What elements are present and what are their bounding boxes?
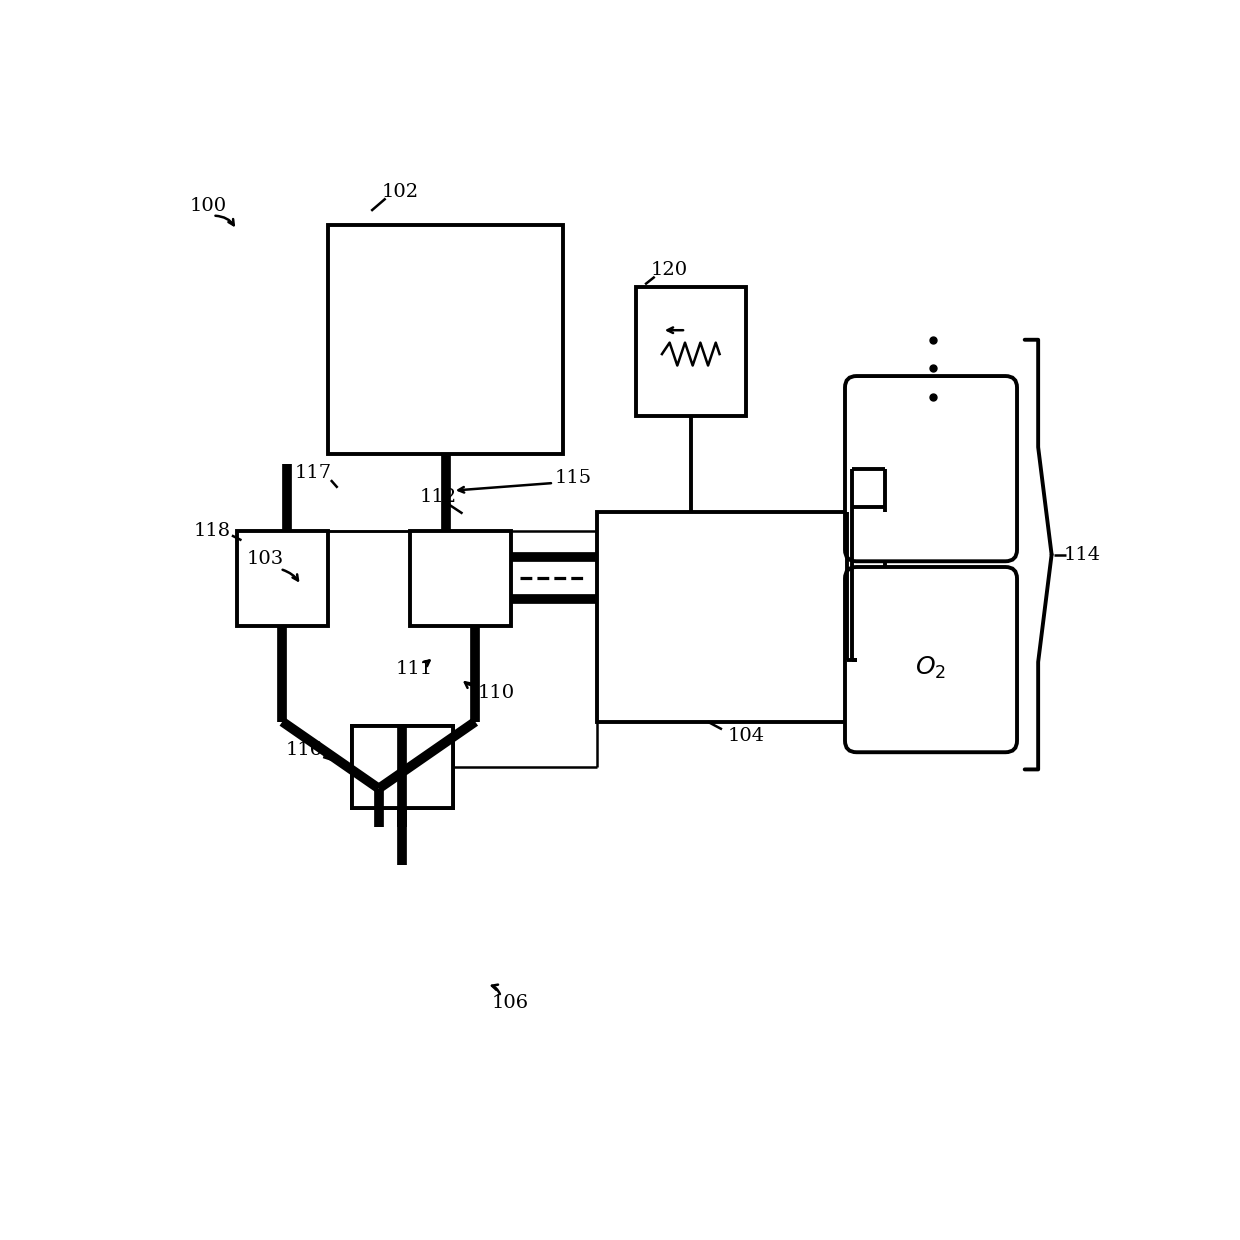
FancyBboxPatch shape — [844, 376, 1017, 562]
Bar — [409, 531, 511, 626]
Text: $O_2$: $O_2$ — [915, 655, 946, 681]
Bar — [352, 727, 453, 807]
Bar — [352, 727, 453, 807]
Text: 106: 106 — [492, 994, 529, 1012]
Text: 111: 111 — [396, 660, 433, 678]
Bar — [596, 512, 885, 722]
Bar — [237, 531, 327, 626]
Text: 116: 116 — [285, 742, 322, 759]
Bar — [327, 226, 563, 454]
Text: 118: 118 — [195, 522, 231, 539]
FancyBboxPatch shape — [844, 567, 1017, 753]
Text: 115: 115 — [554, 469, 591, 487]
Text: 117: 117 — [295, 465, 332, 482]
Text: 110: 110 — [477, 684, 515, 702]
Text: 103: 103 — [247, 551, 284, 568]
Bar — [635, 288, 746, 417]
Text: 102: 102 — [382, 182, 419, 201]
Text: 100: 100 — [190, 197, 227, 215]
Text: 104: 104 — [728, 727, 765, 745]
Text: 112: 112 — [420, 489, 458, 506]
Text: 120: 120 — [651, 262, 688, 279]
Text: 114: 114 — [1064, 546, 1101, 564]
